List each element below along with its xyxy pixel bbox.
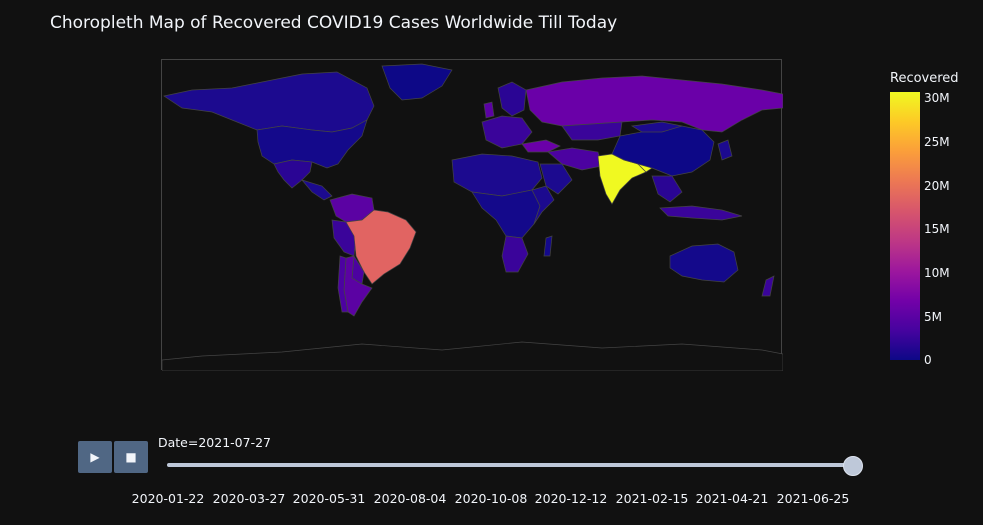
colorbar-tick: 15M xyxy=(924,222,950,236)
country-arabia[interactable] xyxy=(539,163,573,195)
country-japan-korea[interactable] xyxy=(717,139,733,161)
slider-current-value: Date=2021-07-27 xyxy=(158,435,271,450)
slider-tick-label[interactable]: 2021-04-21 xyxy=(695,491,769,506)
country-australia[interactable] xyxy=(669,243,739,283)
colorbar xyxy=(890,92,920,360)
country-uk[interactable] xyxy=(483,101,495,119)
country-turkey[interactable] xyxy=(521,139,561,153)
country-south-africa[interactable] xyxy=(501,235,529,273)
page-title: Choropleth Map of Recovered COVID19 Case… xyxy=(50,13,618,33)
colorbar-tick: 10M xyxy=(924,266,950,280)
country-madagascar[interactable] xyxy=(543,235,553,257)
slider-track[interactable] xyxy=(167,463,853,467)
country-central-america[interactable] xyxy=(300,179,333,201)
slider-tick-label[interactable]: 2020-12-12 xyxy=(534,491,608,506)
country-southeast-asia[interactable] xyxy=(651,175,683,203)
slider-tick-label[interactable]: 2021-02-15 xyxy=(615,491,689,506)
country-greenland[interactable] xyxy=(381,63,453,101)
country-chile[interactable] xyxy=(337,255,349,313)
country-mongolia[interactable] xyxy=(630,121,683,133)
country-central-africa[interactable] xyxy=(471,189,541,239)
country-brazil[interactable] xyxy=(345,209,417,285)
country-indonesia[interactable] xyxy=(659,205,743,221)
colorbar-tick: 0 xyxy=(924,353,932,367)
country-new-zealand[interactable] xyxy=(761,275,775,297)
colorbar-tick: 25M xyxy=(924,135,950,149)
slider-handle[interactable] xyxy=(843,456,863,476)
slider-tick-label[interactable]: 2020-05-31 xyxy=(292,491,366,506)
colorbar-tick: 5M xyxy=(924,310,942,324)
colorbar-tick: 20M xyxy=(924,179,950,193)
play-button[interactable]: ▶ xyxy=(78,441,112,473)
country-europe-west[interactable] xyxy=(481,115,533,149)
choropleth-map[interactable] xyxy=(161,59,783,371)
country-alaska-canada[interactable] xyxy=(163,71,375,133)
stop-icon: ■ xyxy=(125,450,137,464)
play-icon: ▶ xyxy=(90,450,100,464)
colorbar-title: Recovered xyxy=(890,71,959,86)
slider-tick-label[interactable]: 2020-01-22 xyxy=(131,491,205,506)
country-united-states[interactable] xyxy=(256,119,368,169)
colorbar-tick: 30M xyxy=(924,91,950,105)
slider-tick-label[interactable]: 2020-10-08 xyxy=(454,491,528,506)
antarctica xyxy=(162,341,783,371)
country-east-africa[interactable] xyxy=(531,185,555,225)
world-map-svg[interactable] xyxy=(162,60,783,371)
country-scandinavia[interactable] xyxy=(497,81,527,117)
slider-tick-label[interactable]: 2020-08-04 xyxy=(373,491,447,506)
country-north-africa[interactable] xyxy=(451,153,543,197)
slider-tick-label[interactable]: 2020-03-27 xyxy=(212,491,286,506)
stop-button[interactable]: ■ xyxy=(114,441,148,473)
slider-tick-label[interactable]: 2021-06-25 xyxy=(776,491,850,506)
